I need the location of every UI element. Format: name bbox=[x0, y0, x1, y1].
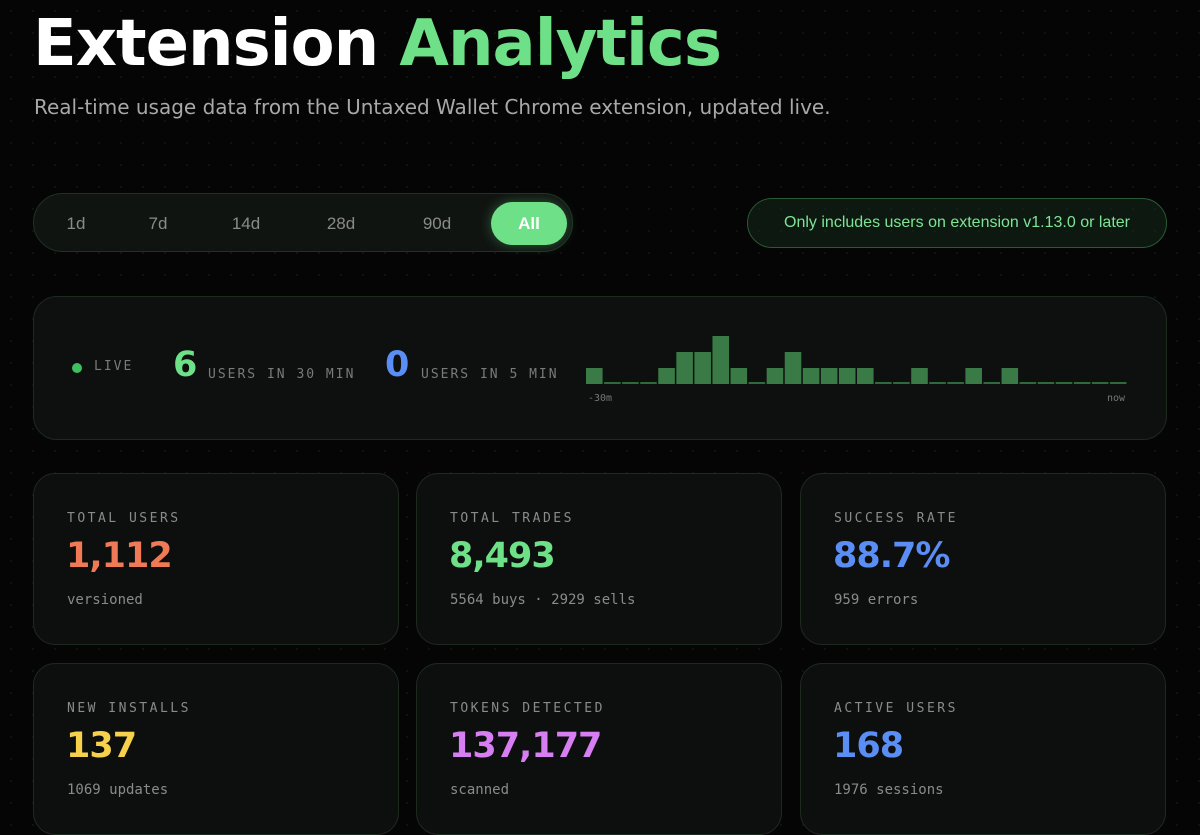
stat-label: SUCCESS RATE bbox=[834, 511, 958, 526]
sparkline-axis-start: -30m bbox=[588, 393, 613, 404]
sparkline-bar bbox=[676, 352, 693, 384]
sparkline-bar bbox=[929, 382, 946, 384]
range-option-7d[interactable]: 7d bbox=[148, 213, 168, 233]
sparkline-bar bbox=[983, 382, 1001, 384]
activity-sparkline bbox=[586, 336, 1127, 384]
stat-card-total-trades: TOTAL TRADES 8,493 5564 buys · 2929 sell… bbox=[416, 473, 782, 645]
sparkline-bar bbox=[893, 382, 910, 384]
stat-value: 88.7% bbox=[833, 536, 950, 576]
page-subtitle: Real-time usage data from the Untaxed Wa… bbox=[34, 95, 831, 119]
live-label: LIVE bbox=[94, 359, 134, 374]
stat-subtext: 1976 sessions bbox=[834, 782, 944, 798]
sparkline-bar bbox=[838, 368, 856, 384]
range-option-all[interactable]: All bbox=[491, 202, 567, 245]
sparkline-bar bbox=[694, 352, 711, 384]
version-note-badge: Only includes users on extension v1.13.0… bbox=[747, 198, 1167, 248]
stat-subtext: versioned bbox=[67, 592, 143, 608]
sparkline-bar bbox=[1001, 368, 1019, 384]
sparkline-bar bbox=[1109, 382, 1127, 384]
sparkline-bar bbox=[712, 336, 730, 384]
stat-label: TOKENS DETECTED bbox=[450, 701, 605, 716]
sparkline-bar bbox=[965, 368, 982, 384]
sparkline-bar bbox=[784, 352, 802, 384]
page-title-accent: Analytics bbox=[399, 7, 721, 81]
users-5-min-caption: USERS IN 5 MIN bbox=[421, 367, 559, 382]
users-30-min-caption: USERS IN 30 MIN bbox=[208, 367, 356, 382]
users-30-min-value: 6 bbox=[173, 345, 198, 385]
stat-value: 137,177 bbox=[449, 726, 602, 766]
sparkline-bar bbox=[586, 368, 603, 384]
sparkline-bar bbox=[857, 368, 874, 384]
sparkline-bar bbox=[802, 368, 820, 384]
sparkline-bar bbox=[640, 382, 657, 384]
stat-subtext: 959 errors bbox=[834, 592, 919, 608]
stat-subtext: 5564 buys · 2929 sells bbox=[450, 592, 636, 608]
range-option-90d[interactable]: 90d bbox=[422, 213, 452, 233]
page-title-main: Extension bbox=[33, 7, 379, 81]
stat-subtext: 1069 updates bbox=[67, 782, 169, 798]
sparkline-bar bbox=[911, 368, 928, 384]
stat-value: 1,112 bbox=[66, 536, 173, 576]
sparkline-bar bbox=[604, 382, 621, 384]
stat-card-tokens-detected: TOKENS DETECTED 137,177 scanned bbox=[416, 663, 782, 835]
stat-card-total-users: TOTAL USERS 1,112 versioned bbox=[33, 473, 399, 645]
sparkline-bar bbox=[748, 382, 766, 384]
sparkline-bar bbox=[730, 368, 748, 384]
sparkline-bar bbox=[1091, 382, 1109, 384]
sparkline-bar bbox=[1037, 382, 1055, 384]
stat-label: ACTIVE USERS bbox=[834, 701, 958, 716]
stat-card-new-installs: NEW INSTALLS 137 1069 updates bbox=[33, 663, 399, 835]
users-5-min-value: 0 bbox=[385, 345, 410, 385]
range-option-14d[interactable]: 14d bbox=[231, 213, 261, 233]
page-title: Extension Analytics bbox=[33, 6, 722, 82]
sparkline-bar bbox=[875, 382, 892, 384]
sparkline-bar bbox=[1055, 382, 1073, 384]
stat-label: TOTAL USERS bbox=[67, 511, 181, 526]
stat-value: 8,493 bbox=[449, 536, 556, 576]
live-indicator-icon bbox=[72, 363, 82, 373]
stat-label: TOTAL TRADES bbox=[450, 511, 574, 526]
stat-label: NEW INSTALLS bbox=[67, 701, 191, 716]
sparkline-bar bbox=[766, 368, 784, 384]
sparkline-bar bbox=[1019, 382, 1037, 384]
range-option-1d[interactable]: 1d bbox=[66, 213, 86, 233]
stat-card-success-rate: SUCCESS RATE 88.7% 959 errors bbox=[800, 473, 1166, 645]
sparkline-bar bbox=[947, 382, 964, 384]
sparkline-axis-end: now bbox=[1107, 393, 1126, 404]
range-option-28d[interactable]: 28d bbox=[326, 213, 356, 233]
stat-card-active-users: ACTIVE USERS 168 1976 sessions bbox=[800, 663, 1166, 835]
range-selector: 1d 7d 14d 28d 90d All bbox=[33, 193, 573, 252]
sparkline-bar bbox=[820, 368, 838, 384]
sparkline-bar bbox=[622, 382, 639, 384]
sparkline-bar bbox=[1073, 382, 1091, 384]
stat-value: 168 bbox=[833, 726, 904, 766]
stat-subtext: scanned bbox=[450, 782, 510, 798]
stat-value: 137 bbox=[66, 726, 137, 766]
sparkline-bar bbox=[658, 368, 675, 384]
